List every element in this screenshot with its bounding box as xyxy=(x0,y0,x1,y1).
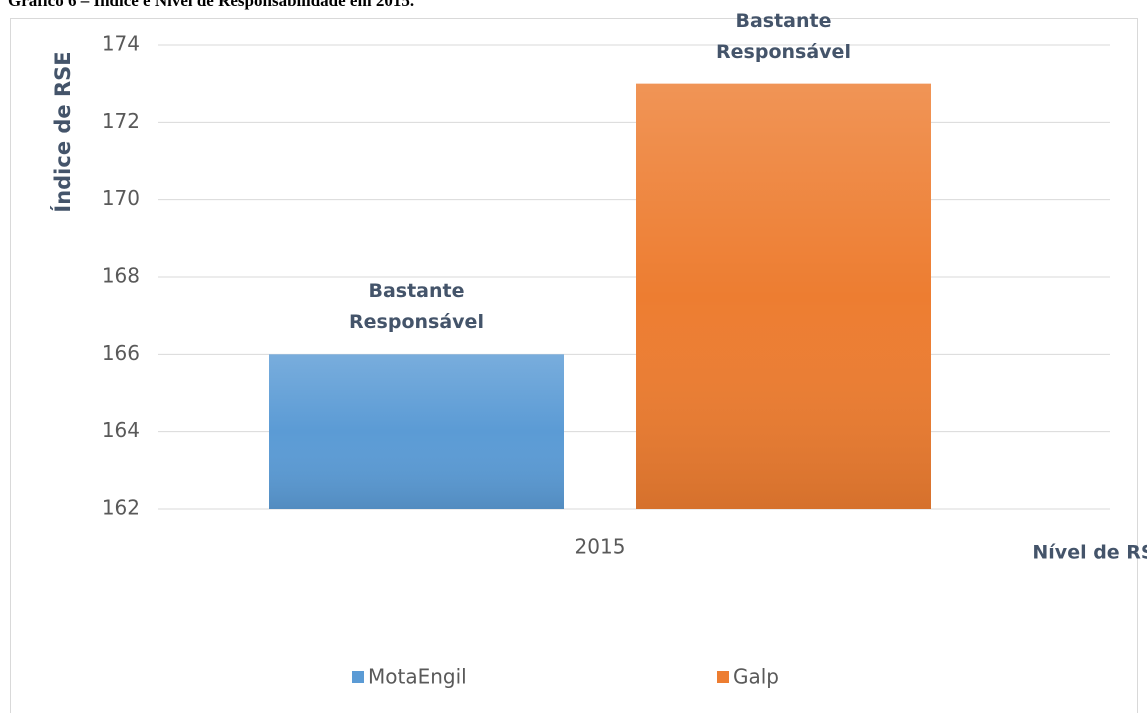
bar xyxy=(636,83,931,510)
chart-title: Gráfico 6 – Índice e Nível de Responsabi… xyxy=(8,0,415,10)
y-tick-label: 164 xyxy=(102,418,140,442)
y-tick-label: 168 xyxy=(102,264,140,288)
legend-label: MotaEngil xyxy=(368,665,467,689)
y-axis-label: Índice de RSE xyxy=(50,51,75,212)
y-tick-label: 174 xyxy=(102,32,140,56)
x-tick-label: 2015 xyxy=(575,535,626,559)
y-tick-label: 172 xyxy=(102,109,140,133)
legend-swatch xyxy=(717,671,729,683)
y-tick-label: 162 xyxy=(102,496,140,520)
legend-swatch xyxy=(352,671,364,683)
bar xyxy=(269,354,564,509)
x-axis-label: Nível de RSE xyxy=(1032,542,1147,564)
data-label: Bastante Responsável xyxy=(349,280,484,334)
chart-frame xyxy=(10,18,1138,713)
legend-label: Galp xyxy=(733,665,779,689)
y-tick-label: 166 xyxy=(102,341,140,365)
y-tick-label: 170 xyxy=(102,186,140,210)
data-label: Bastante Responsável xyxy=(716,9,851,63)
